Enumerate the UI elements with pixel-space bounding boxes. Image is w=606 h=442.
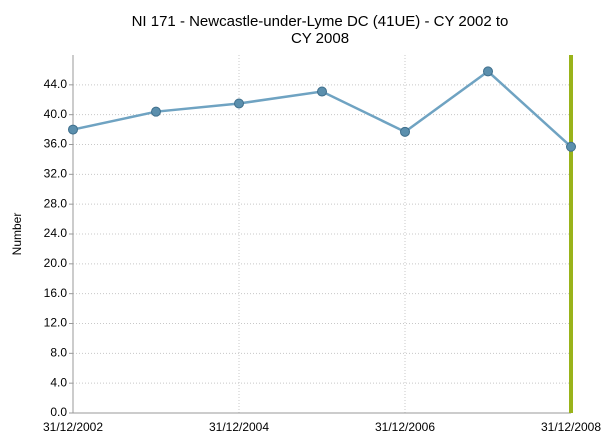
chart-title: NI 171 - Newcastle-under-Lyme DC (41UE) …: [132, 13, 509, 30]
y-tick-label: 36.0: [44, 137, 68, 151]
x-tick-label: 31/12/2004: [209, 420, 269, 434]
y-tick-label: 4.0: [50, 375, 67, 389]
y-tick-label: 32.0: [44, 167, 68, 181]
chart-title: CY 2008: [291, 30, 349, 47]
x-tick-label: 31/12/2006: [375, 420, 435, 434]
y-tick-label: 8.0: [50, 346, 67, 360]
y-tick-label: 24.0: [44, 226, 68, 240]
point: [317, 86, 327, 97]
point: [68, 124, 78, 135]
y-tick-label: 0.0: [50, 405, 67, 419]
y-tick-label: 16.0: [44, 286, 68, 300]
point: [566, 141, 576, 152]
point: [483, 66, 493, 77]
x-tick-label: 31/12/2002: [43, 420, 103, 434]
x-tick-label: 31/12/2008: [541, 420, 601, 434]
point: [234, 98, 244, 109]
y-tick-label: 40.0: [44, 107, 68, 121]
y-tick-label: 20.0: [44, 256, 68, 270]
point: [400, 126, 410, 137]
point: [151, 106, 161, 117]
y-tick-label: 44.0: [44, 77, 68, 91]
line: [72, 69, 572, 148]
y-tick-label: 28.0: [44, 196, 68, 210]
y-tick-label: 12.0: [44, 316, 68, 330]
y-axis-label: Number: [10, 213, 24, 256]
